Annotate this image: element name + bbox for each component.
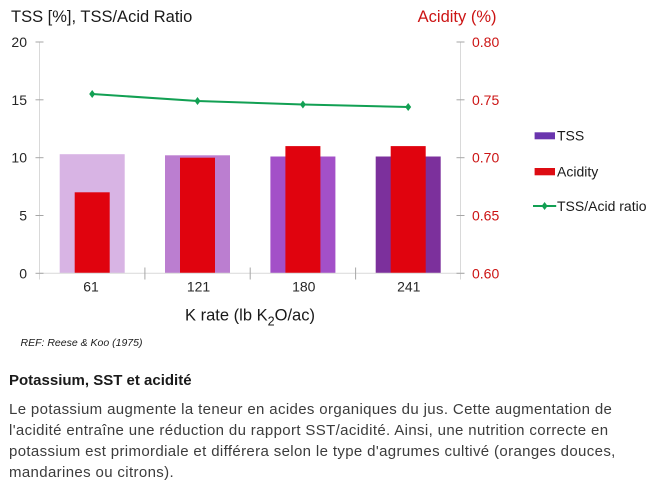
svg-text:241: 241 bbox=[397, 279, 421, 295]
svg-text:15: 15 bbox=[11, 92, 27, 108]
svg-text:61: 61 bbox=[83, 279, 99, 295]
svg-text:0: 0 bbox=[19, 265, 27, 281]
svg-text:TSS/Acid ratio: TSS/Acid ratio bbox=[557, 198, 647, 214]
svg-text:0.70: 0.70 bbox=[472, 150, 499, 166]
svg-text:Acidity: Acidity bbox=[557, 164, 598, 180]
svg-text:5: 5 bbox=[19, 208, 27, 224]
svg-text:180: 180 bbox=[292, 279, 316, 295]
svg-text:10: 10 bbox=[11, 150, 27, 166]
svg-text:0.60: 0.60 bbox=[472, 265, 499, 281]
svg-text:121: 121 bbox=[187, 279, 211, 295]
svg-text:0.80: 0.80 bbox=[472, 34, 499, 50]
svg-text:TSS [%], TSS/Acid Ratio: TSS [%], TSS/Acid Ratio bbox=[11, 8, 192, 26]
svg-text:0.65: 0.65 bbox=[472, 208, 499, 224]
svg-text:K rate (lb K2O/ac): K rate (lb K2O/ac) bbox=[185, 307, 315, 329]
svg-text:TSS: TSS bbox=[557, 128, 584, 144]
svg-text:20: 20 bbox=[11, 34, 27, 50]
svg-text:REF: Reese & Koo (1975): REF: Reese & Koo (1975) bbox=[21, 337, 143, 349]
svg-text:0.75: 0.75 bbox=[472, 92, 499, 108]
svg-text:Acidity (%): Acidity (%) bbox=[418, 8, 497, 26]
